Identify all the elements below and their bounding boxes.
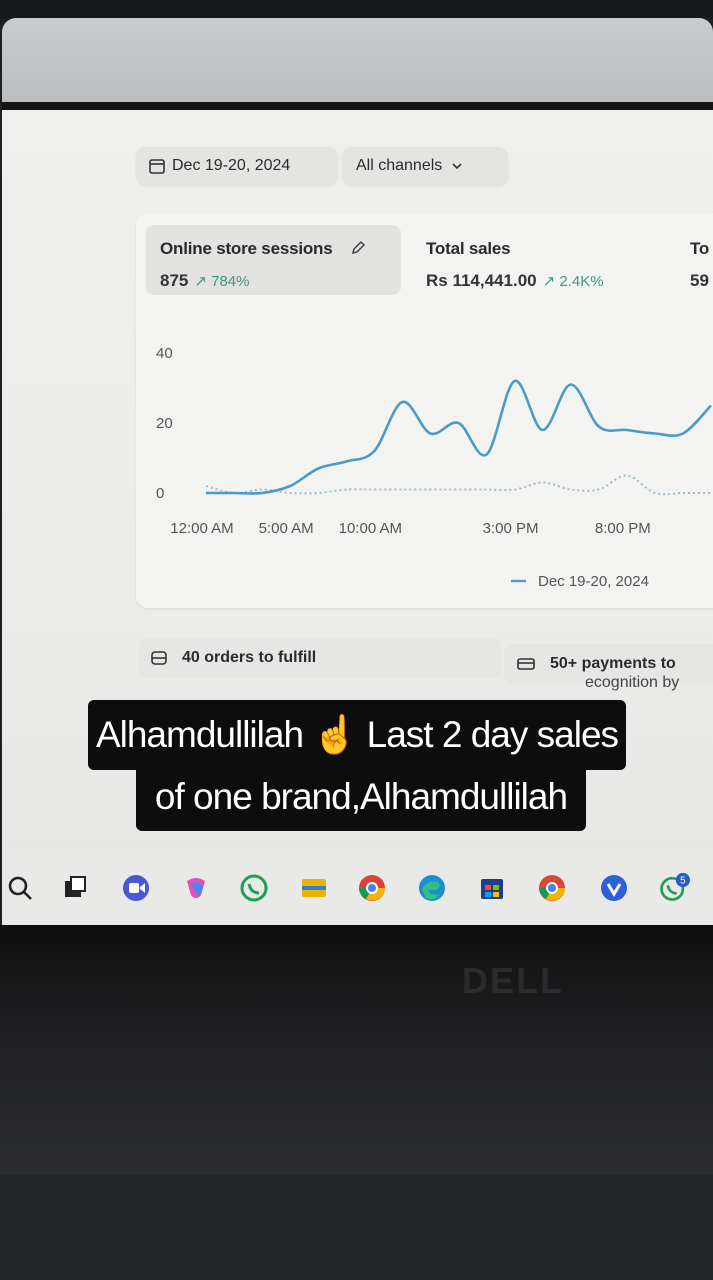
metric-third[interactable]: To 59 <box>676 225 713 295</box>
channel-filter-label: All channels <box>356 157 443 174</box>
inbox-icon <box>151 651 167 665</box>
file-explorer-icon[interactable] <box>298 872 330 904</box>
vpn-icon[interactable] <box>598 872 630 904</box>
monitor-bezel <box>2 18 713 110</box>
copilot-icon[interactable] <box>180 872 212 904</box>
store-icon[interactable] <box>476 872 508 904</box>
payments-label: 50+ payments to <box>550 655 676 672</box>
metric-sessions-change: ↗ 784% <box>194 273 250 290</box>
dell-logo: DELL <box>462 960 564 1001</box>
whatsapp-icon[interactable] <box>238 872 270 904</box>
metric-sales-change: ↗ 2.4K% <box>542 273 604 290</box>
caption-line-2: of one brand,Alhamdullilah <box>136 763 586 831</box>
date-filter-label: Dec 19-20, 2024 <box>172 157 291 174</box>
x-tick-label: 5:00 AM <box>259 520 314 537</box>
task-view-icon[interactable] <box>58 872 90 904</box>
date-filter-button[interactable]: Dec 19-20, 2024 <box>136 147 338 185</box>
metrics-card: Online store sessions 875 ↗ 784% Total sa… <box>136 213 713 608</box>
y-tick-label: 40 <box>156 345 173 362</box>
metric-sessions-value: 875 ↗ 784% <box>160 271 250 290</box>
y-tick-label: 20 <box>156 415 173 432</box>
payment-icon <box>517 658 535 670</box>
metric-sales-value: Rs 114,441.00 ↗ 2.4K% <box>426 271 604 290</box>
whatsapp-business-icon[interactable]: 5 <box>658 872 690 904</box>
metric-sessions-label: Online store sessions <box>160 239 367 259</box>
story-bottom-band <box>0 1175 713 1280</box>
metric-third-value: 59 <box>690 271 709 290</box>
orders-to-fulfill-button[interactable]: 40 orders to fulfill <box>138 638 502 678</box>
payments-button[interactable]: 50+ payments to <box>504 644 713 684</box>
sessions-chart: 0 20 40 12:00 AM 5:00 AM 10:00 AM 3:00 PM 8:00 … <box>156 345 712 590</box>
sessions-series-line <box>206 379 712 495</box>
caption-line-1: Alhamdullilah ☝️ Last 2 day sales <box>88 700 626 770</box>
metric-third-label: To <box>690 239 710 258</box>
windows-taskbar: 5 <box>2 850 713 925</box>
search-icon[interactable] <box>4 872 36 904</box>
notification-badge: 5 <box>680 876 686 887</box>
channel-filter-dropdown[interactable]: All channels <box>342 147 508 185</box>
x-tick-label: 10:00 AM <box>339 520 402 537</box>
chrome-icon[interactable] <box>536 872 568 904</box>
laptop-screen: Dec 19-20, 2024 All channels Online stor… <box>2 110 713 925</box>
laptop-body <box>0 925 713 1175</box>
chevron-down-icon <box>452 163 462 170</box>
edge-icon[interactable] <box>416 872 448 904</box>
metric-sessions[interactable]: Online store sessions 875 ↗ 784% <box>146 225 401 295</box>
calendar-icon <box>149 159 165 174</box>
pencil-icon[interactable] <box>349 239 367 257</box>
meet-icon[interactable] <box>120 872 152 904</box>
metric-sales-label: Total sales <box>426 239 511 258</box>
recognition-text: ecognition by <box>585 674 680 691</box>
metric-total-sales[interactable]: Total sales Rs 114,441.00 ↗ 2.4K% <box>412 225 667 295</box>
story-top-strip <box>0 0 713 18</box>
x-tick-label: 3:00 PM <box>483 520 539 537</box>
comparison-series-line <box>205 474 711 496</box>
legend-label: Dec 19-20, 2024 <box>538 573 649 590</box>
y-tick-label: 0 <box>156 485 164 502</box>
orders-to-fulfill-label: 40 orders to fulfill <box>182 649 317 666</box>
x-tick-label: 8:00 PM <box>595 520 651 537</box>
chrome-profile-icon[interactable] <box>356 872 388 904</box>
screen-edge <box>2 102 713 110</box>
x-tick-label: 12:00 AM <box>170 520 233 537</box>
